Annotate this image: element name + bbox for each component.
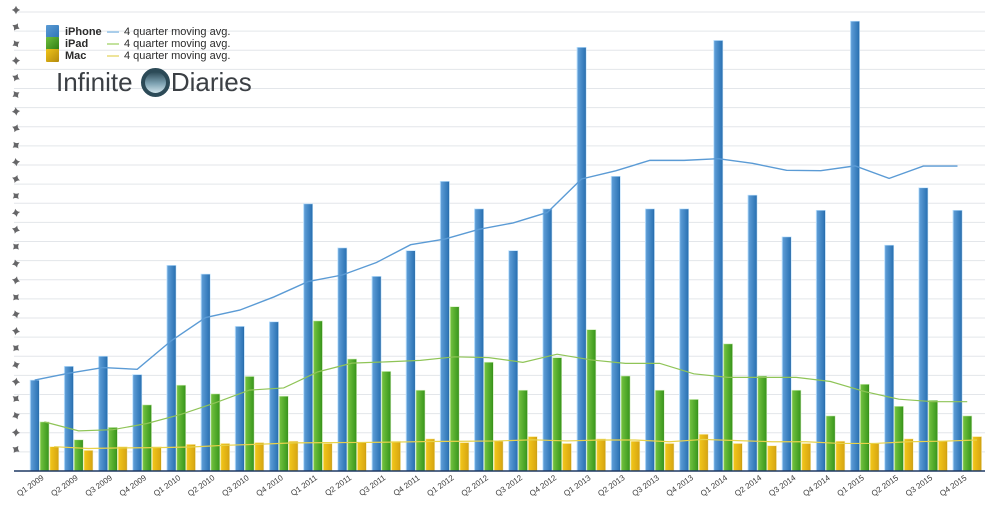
svg-text:Q3 2013: Q3 2013 xyxy=(630,473,661,498)
svg-text:Q3 2014: Q3 2014 xyxy=(767,473,798,498)
svg-text:Q3 2011: Q3 2011 xyxy=(358,473,388,498)
svg-text:Q1 2010: Q1 2010 xyxy=(152,473,183,498)
svg-text:Q1 2014: Q1 2014 xyxy=(699,473,730,498)
svg-text:Q4 2015: Q4 2015 xyxy=(938,473,969,498)
svg-text:Q2 2014: Q2 2014 xyxy=(733,473,764,498)
svg-text:Q4 2013: Q4 2013 xyxy=(665,473,696,498)
svg-text:Q3 2012: Q3 2012 xyxy=(494,473,525,498)
svg-text:Q3 2010: Q3 2010 xyxy=(220,473,251,498)
svg-text:Q3 2015: Q3 2015 xyxy=(904,473,935,498)
svg-text:Q2 2010: Q2 2010 xyxy=(186,473,217,498)
svg-text:Q1 2011: Q1 2011 xyxy=(289,473,319,498)
svg-text:Q1 2012: Q1 2012 xyxy=(425,473,456,498)
svg-text:Q1 2009: Q1 2009 xyxy=(15,473,46,498)
svg-text:Q2 2011: Q2 2011 xyxy=(323,473,353,498)
svg-text:Q1 2013: Q1 2013 xyxy=(562,473,593,498)
svg-text:Q3 2009: Q3 2009 xyxy=(84,473,115,498)
svg-text:Q4 2012: Q4 2012 xyxy=(528,473,559,498)
svg-text:Q4 2010: Q4 2010 xyxy=(254,473,285,498)
svg-text:Q2 2009: Q2 2009 xyxy=(49,473,80,498)
svg-text:Q2 2015: Q2 2015 xyxy=(870,473,901,498)
svg-text:Q2 2013: Q2 2013 xyxy=(596,473,627,498)
svg-text:Q4 2011: Q4 2011 xyxy=(392,473,422,498)
svg-text:Q4 2009: Q4 2009 xyxy=(118,473,149,498)
svg-text:Q4 2014: Q4 2014 xyxy=(801,473,832,498)
svg-text:Q1 2015: Q1 2015 xyxy=(836,473,867,498)
svg-text:Q2 2012: Q2 2012 xyxy=(460,473,491,498)
